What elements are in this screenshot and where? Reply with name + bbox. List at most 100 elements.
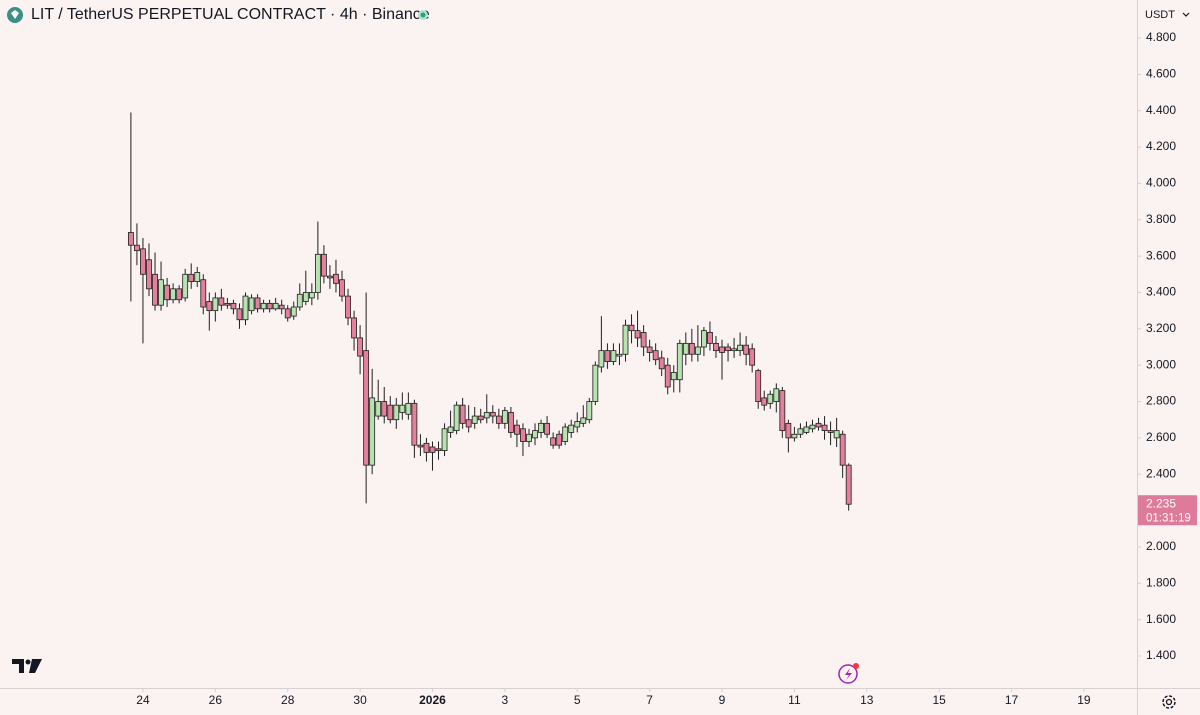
x-tick-label: 7 [646, 693, 653, 707]
candle-body [483, 412, 490, 419]
candle-body [707, 332, 713, 344]
candle-body [785, 422, 792, 439]
candle-body [737, 344, 744, 352]
candle-body [495, 415, 502, 424]
tradingview-logo[interactable] [12, 659, 42, 673]
candle-body [791, 433, 798, 439]
candle-body [272, 302, 279, 310]
candle-body [544, 422, 550, 435]
candle-body [327, 275, 333, 279]
candle-body [387, 404, 394, 421]
candle-body [375, 401, 382, 417]
candle-body [574, 421, 581, 428]
candle-body [296, 293, 303, 308]
candle-body [411, 402, 418, 446]
candle-body [501, 410, 508, 424]
settings-icon[interactable] [1162, 695, 1176, 709]
candle-body [152, 273, 158, 306]
candle-body [188, 273, 195, 282]
candle-body [345, 295, 351, 319]
y-tick-label: 1.800 [1146, 575, 1176, 589]
candle-body [423, 442, 430, 453]
y-tick-label: 2.400 [1146, 466, 1176, 480]
y-tick-label: 3.400 [1146, 285, 1176, 299]
candle-body [146, 259, 152, 290]
candle-body [170, 288, 177, 301]
candle-body [664, 364, 671, 388]
candle-body [628, 324, 635, 332]
candle-body [242, 295, 249, 321]
candle-body [140, 248, 146, 275]
candle-body [803, 426, 810, 433]
candle-body [598, 350, 605, 368]
candle-body [417, 444, 424, 448]
candle-body [260, 302, 267, 310]
y-tick-label: 4.200 [1146, 139, 1176, 153]
candle-body [254, 297, 261, 310]
candle-body [405, 402, 412, 415]
candle-body [489, 412, 496, 417]
candle-body [773, 388, 780, 402]
candle-body [429, 446, 436, 453]
candle-body [676, 342, 683, 381]
alert-icon[interactable] [838, 663, 859, 684]
candle-body [815, 422, 822, 428]
candle-body [767, 393, 774, 404]
candle-body [127, 232, 134, 246]
candle-body [658, 357, 665, 370]
candle-body [725, 346, 731, 352]
candle-body [351, 317, 357, 339]
candle-body [616, 353, 623, 357]
x-tick-label: 24 [136, 693, 150, 707]
candle-body [622, 324, 629, 355]
y-tick-label: 3.600 [1146, 248, 1176, 262]
y-tick-label: 3.800 [1146, 212, 1176, 226]
candle-body [321, 253, 327, 277]
candle-body [646, 346, 653, 353]
x-tick-label: 3 [502, 693, 509, 707]
x-tick-label: 15 [932, 693, 946, 707]
candle-body [833, 430, 840, 439]
candle-body [809, 424, 816, 430]
candle-body [236, 308, 243, 321]
currency-label[interactable]: USDT [1145, 9, 1175, 21]
candle-body [176, 288, 183, 301]
candle-body [164, 284, 170, 301]
candle-body [218, 297, 225, 306]
candle-body [393, 404, 400, 421]
candle-body [610, 350, 617, 362]
candle-body [556, 433, 563, 446]
candle-body [670, 372, 677, 381]
candle-body [212, 297, 219, 312]
candle-body [640, 332, 647, 348]
currency-button[interactable]: USDT [1140, 3, 1196, 27]
last-price-box [1138, 495, 1197, 526]
candle-body [550, 437, 557, 446]
x-tick-label: 30 [353, 693, 367, 707]
candle-body [284, 308, 291, 319]
y-tick-label: 3.000 [1146, 357, 1176, 371]
candle-body [719, 346, 725, 353]
candle-body [797, 428, 804, 435]
candle-body [369, 397, 376, 466]
candle-body [652, 350, 659, 361]
candle-body [568, 424, 575, 433]
candle-body [339, 279, 345, 297]
candle-body [562, 426, 569, 442]
candle-body [194, 272, 201, 282]
candle-body [731, 348, 737, 352]
candle-body [230, 302, 237, 310]
candle-body [755, 370, 762, 402]
y-tick-label: 2.000 [1146, 539, 1176, 553]
candle-body [182, 273, 189, 299]
candle-body [459, 404, 466, 424]
candle-body [357, 337, 364, 357]
candle-body [688, 342, 695, 355]
candle-body [302, 292, 309, 302]
candle-body [290, 306, 297, 317]
candle-body [278, 304, 285, 310]
candle-body [381, 401, 388, 417]
x-tick-label: 17 [1005, 693, 1019, 707]
